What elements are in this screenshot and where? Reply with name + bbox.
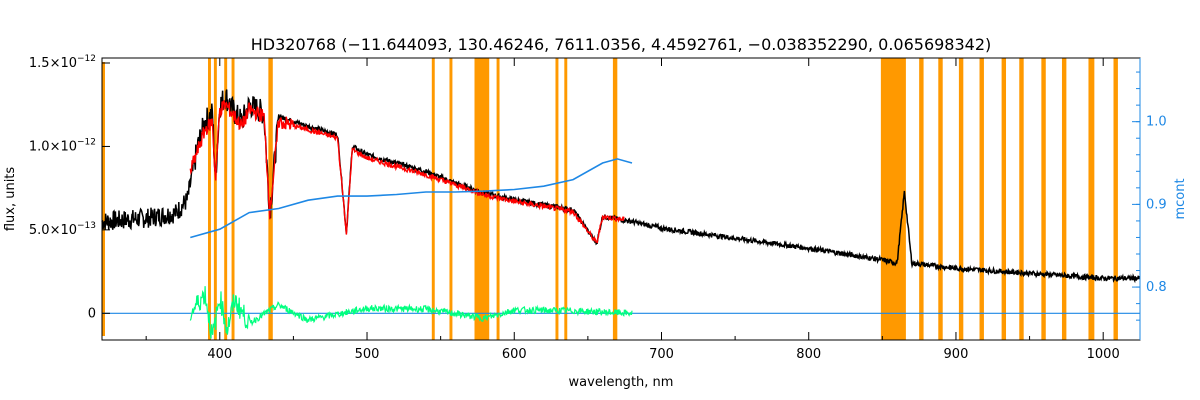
y2-tick-label-2: 1.0 bbox=[1146, 115, 1167, 130]
mask-band-12 bbox=[880, 58, 906, 340]
observed-spectrum bbox=[101, 89, 1141, 284]
y-tick-label-1: 5.0×10−13 bbox=[29, 221, 96, 238]
y-tick-label-3: 1.5×10−12 bbox=[29, 54, 96, 71]
mask-band-13 bbox=[919, 58, 924, 340]
mask-band-20 bbox=[1061, 58, 1067, 340]
mask-band-14 bbox=[938, 58, 943, 340]
model-spectrum bbox=[189, 99, 625, 244]
mask-band-11 bbox=[612, 58, 618, 340]
mask-band-9 bbox=[555, 58, 559, 340]
x-tick-label-2: 600 bbox=[502, 347, 527, 362]
plot-frame bbox=[101, 57, 1141, 341]
y-tick-label-2: 1.0×10−12 bbox=[29, 137, 96, 154]
mask-band-19 bbox=[1041, 58, 1046, 340]
x-tick-label-4: 800 bbox=[796, 347, 821, 362]
x-tick-label-1: 500 bbox=[355, 347, 380, 362]
continuum-curve bbox=[190, 158, 633, 239]
y-axis-label: flux, units bbox=[3, 167, 18, 232]
y2-axis-label: mcont bbox=[1173, 178, 1188, 219]
mask-band-6 bbox=[449, 58, 453, 340]
mask-band-8 bbox=[496, 58, 500, 340]
mask-band-10 bbox=[564, 58, 568, 340]
plot-lines bbox=[101, 89, 1141, 339]
mask-band-18 bbox=[1019, 58, 1024, 340]
x-tick-label-5: 900 bbox=[944, 347, 969, 362]
mask-band-15 bbox=[958, 58, 964, 340]
x-tick-label-3: 700 bbox=[649, 347, 674, 362]
x-tick-label-6: 1000 bbox=[1087, 347, 1120, 362]
x-tick-label-0: 400 bbox=[207, 347, 232, 362]
mask-band-2 bbox=[224, 58, 228, 340]
residual-spectrum bbox=[189, 286, 633, 339]
y2-tick-label-1: 0.9 bbox=[1146, 197, 1167, 212]
mask-band-7 bbox=[474, 58, 490, 340]
mask-band-1 bbox=[213, 58, 217, 340]
y-tick-label-0: 0 bbox=[88, 306, 96, 321]
y2-tick-label-0: 0.8 bbox=[1146, 280, 1167, 295]
mask-bands bbox=[102, 58, 1118, 340]
chart-title: HD320768 (−11.644093, 130.46246, 7611.03… bbox=[251, 35, 992, 54]
mask-band-22 bbox=[1113, 58, 1118, 340]
x-axis-label: wavelength, nm bbox=[569, 375, 674, 390]
axes: 400 500 600 700 800 900 1000 0 5.0×10−13 1.0×10−1… bbox=[29, 54, 1167, 362]
mask-band-21 bbox=[1088, 58, 1095, 340]
mask-band-5 bbox=[431, 58, 435, 340]
mask-band-0 bbox=[208, 58, 211, 340]
mask-band-16 bbox=[979, 58, 984, 340]
mask-band-3 bbox=[231, 58, 235, 340]
mask-band-edge bbox=[102, 62, 105, 336]
mask-band-17 bbox=[1001, 58, 1007, 340]
